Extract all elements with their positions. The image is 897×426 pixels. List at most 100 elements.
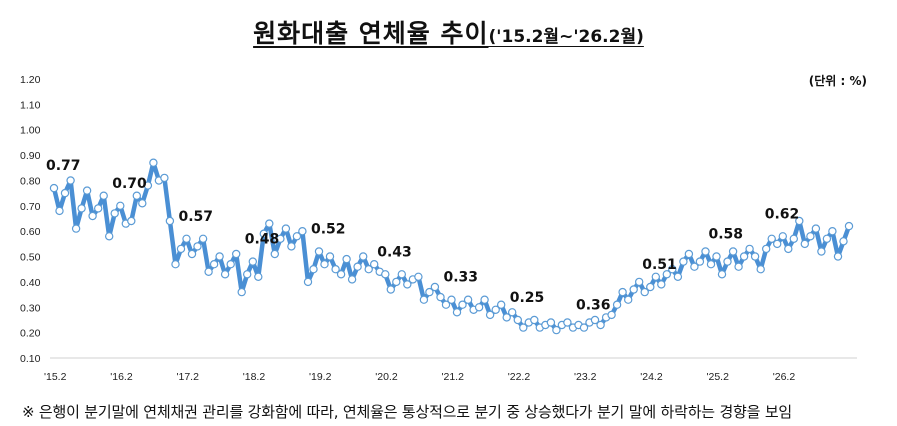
data-point	[237, 287, 246, 297]
data-point	[331, 265, 340, 274]
data-point	[679, 257, 688, 266]
data-point	[822, 234, 832, 243]
y-axis: 1.20 1.10 1.00 0.90 0.80 0.70 0.60 0.50 0.40 0.30…	[20, 74, 41, 365]
x-tick-label: '19.2	[309, 371, 332, 383]
data-label: 0.70	[112, 176, 147, 192]
x-tick-label: '18.2	[243, 371, 266, 383]
data-label: 0.77	[46, 158, 81, 174]
data-point	[231, 249, 241, 259]
data-point	[336, 270, 346, 279]
data-point	[546, 318, 556, 327]
data-point	[99, 191, 108, 200]
data-point	[187, 249, 197, 259]
data-point	[795, 216, 804, 226]
data-point	[463, 295, 473, 304]
data-point	[690, 262, 699, 271]
line-chart: 1.20 1.10 1.00 0.90 0.80 0.70 0.60 0.50 0.40 0.30…	[20, 74, 857, 383]
data-point	[485, 310, 495, 320]
data-point	[552, 325, 561, 335]
data-point	[242, 270, 252, 279]
data-point	[684, 249, 694, 259]
x-tick-label: '21.2	[442, 371, 465, 383]
data-point	[359, 252, 368, 261]
y-tick-label: 0.70	[20, 201, 41, 213]
data-label: 0.57	[179, 209, 214, 225]
data-point	[739, 252, 749, 261]
y-tick-label: 1.00	[20, 125, 41, 137]
x-tick-label: '22.2	[508, 371, 531, 383]
data-point	[596, 320, 605, 330]
data-point	[397, 270, 406, 279]
data-point	[127, 216, 136, 226]
data-point	[789, 234, 799, 243]
data-point	[646, 282, 655, 292]
data-point	[657, 280, 666, 289]
y-tick-label: 0.10	[20, 353, 41, 365]
data-label: 0.58	[709, 227, 744, 243]
data-point	[414, 272, 423, 281]
data-point	[314, 247, 324, 256]
data-point	[778, 232, 788, 241]
data-point	[259, 229, 268, 238]
data-point	[612, 300, 622, 309]
data-label: 0.48	[245, 232, 280, 248]
data-point	[491, 305, 500, 314]
data-point	[138, 199, 147, 208]
data-point	[502, 313, 511, 322]
data-point	[325, 252, 335, 261]
data-point	[403, 280, 412, 289]
data-point	[49, 183, 59, 193]
data-point	[171, 260, 180, 269]
data-point	[160, 173, 169, 183]
x-tick-label: '17.2	[177, 371, 200, 383]
data-point	[828, 226, 837, 236]
data-point	[480, 295, 489, 304]
data-point	[452, 308, 462, 317]
data-label: 0.62	[765, 206, 800, 222]
chart-title-main: 원화대출 연체율 추이	[253, 19, 489, 48]
data-label: 0.52	[311, 221, 346, 237]
x-tick-label: '24.2	[640, 371, 663, 383]
data-point	[474, 303, 484, 312]
y-tick-label: 1.20	[20, 74, 41, 86]
data-point	[530, 315, 539, 325]
data-point	[276, 234, 285, 243]
data-point	[392, 277, 401, 287]
x-tick-label: '16.2	[110, 371, 133, 383]
data-point	[204, 267, 213, 276]
y-tick-label: 1.10	[20, 99, 41, 111]
y-tick-label: 0.30	[20, 302, 41, 314]
data-point	[270, 249, 279, 259]
data-point	[381, 270, 390, 279]
data-point	[513, 315, 523, 325]
data-point	[833, 252, 843, 261]
data-point	[292, 232, 302, 241]
data-point	[347, 275, 357, 284]
data-point	[215, 252, 224, 261]
x-tick-label: '26.2	[773, 371, 796, 383]
data-point	[844, 221, 854, 231]
data-point	[176, 244, 186, 254]
data-point	[662, 270, 672, 279]
data-point	[309, 265, 318, 274]
data-point	[806, 232, 815, 241]
x-tick-label: '23.2	[574, 371, 597, 383]
y-tick-label: 0.40	[20, 277, 41, 289]
data-point	[745, 244, 754, 254]
data-point	[209, 260, 219, 269]
data-label: 0.36	[576, 298, 611, 314]
data-point	[618, 287, 627, 297]
y-tick-label: 0.50	[20, 252, 41, 264]
data-point	[425, 287, 434, 297]
data-label: 0.51	[642, 257, 677, 273]
data-point	[673, 272, 683, 281]
data-point	[82, 186, 92, 195]
data-point	[265, 219, 274, 228]
data-point	[773, 239, 782, 249]
data-point	[706, 260, 716, 269]
data-point	[320, 260, 329, 269]
footnote: ※ 은행이 분기말에 연체채권 관리를 강화함에 따라, 연체율은 통상적으로 …	[22, 403, 793, 421]
data-point	[66, 176, 75, 185]
data-point	[116, 201, 125, 210]
data-point	[254, 272, 263, 281]
